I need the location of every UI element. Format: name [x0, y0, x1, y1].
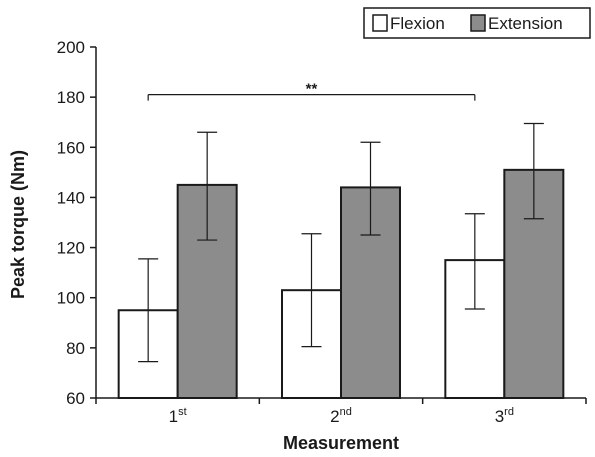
significance-label: **	[306, 81, 318, 98]
error-bar-flexion-2	[301, 233, 322, 348]
error-bar-extension-3	[523, 122, 544, 220]
x-tick-label: 3rd	[495, 406, 514, 426]
error-bar-extension-1	[197, 131, 218, 241]
y-tick-label: 140	[57, 188, 85, 207]
legend-label-extension: Extension	[488, 14, 563, 33]
y-tick-label: 180	[57, 88, 85, 107]
bars-layer	[117, 168, 565, 400]
y-tick-label: 80	[66, 339, 85, 358]
legend-label-flexion: Flexion	[390, 14, 445, 33]
x-tick-label: 1st	[169, 406, 187, 426]
y-axis-title: Peak torque (Nm)	[8, 150, 28, 299]
legend-swatch-extension	[470, 14, 486, 32]
significance-bracket	[147, 94, 476, 101]
bar-extension-1	[176, 183, 238, 399]
y-tick-label: 120	[57, 239, 85, 258]
error-bar-flexion-3	[464, 213, 485, 310]
error-bar-extension-2	[360, 141, 381, 236]
y-tick-label: 60	[66, 389, 85, 408]
significance-layer: **	[147, 81, 476, 101]
error-bars-layer	[138, 122, 544, 363]
y-tick-label: 100	[57, 289, 85, 308]
y-tick-label: 200	[57, 38, 85, 57]
legend-swatch-flexion	[372, 14, 388, 32]
legend: Flexion Extension	[363, 7, 591, 39]
x-axis-title: Measurement	[283, 433, 399, 453]
error-bar-flexion-1	[138, 258, 159, 363]
axes-layer: 60 80 100 120 140 160 180 200 1st 2nd 3rd Measureme…	[8, 38, 587, 453]
y-tick-label: 160	[57, 138, 85, 157]
x-tick-label: 2nd	[330, 406, 352, 426]
